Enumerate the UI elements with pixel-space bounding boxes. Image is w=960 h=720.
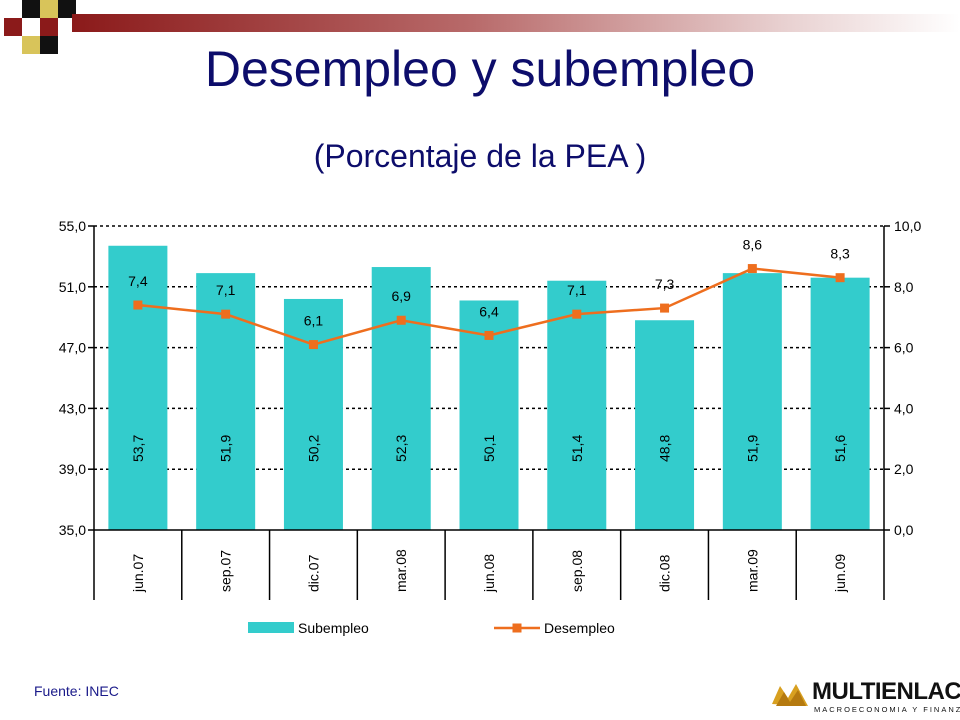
bar-subempleo <box>810 277 870 530</box>
line-point-desempleo <box>133 300 143 310</box>
line-point-desempleo <box>221 309 231 319</box>
y-right-tick-label: 6,0 <box>894 340 914 356</box>
bar-value-label: 51,4 <box>569 435 585 462</box>
y-left-tick-label: 43,0 <box>59 400 86 416</box>
square-black <box>40 36 58 54</box>
multienlace-logo: MULTIENLACE MACROECONOMIA Y FINANZAS <box>770 676 960 716</box>
bar-value-label: 50,1 <box>481 435 497 462</box>
line-value-label: 7,4 <box>128 273 148 289</box>
header-band <box>72 14 960 32</box>
bar-subempleo <box>371 267 431 530</box>
line-value-label: 7,3 <box>655 276 675 292</box>
x-tick-label: sep.08 <box>569 550 585 592</box>
line-value-label: 8,3 <box>830 246 850 262</box>
page-subtitle: (Porcentaje de la PEA ) <box>313 138 647 174</box>
square-black <box>58 0 76 18</box>
bar-value-label: 51,6 <box>832 435 848 462</box>
bar-value-label: 52,3 <box>393 435 409 462</box>
line-point-desempleo <box>396 315 406 325</box>
bar-subempleo <box>283 298 343 530</box>
y-right-tick-label: 2,0 <box>894 461 914 477</box>
bar-subempleo <box>547 280 607 530</box>
x-tick-label: mar.09 <box>744 549 760 592</box>
square-black <box>22 0 40 18</box>
y-left-tick-label: 39,0 <box>59 461 86 477</box>
y-right-tick-label: 8,0 <box>894 279 914 295</box>
line-point-desempleo <box>747 264 757 274</box>
legend-label-subempleo: Subempleo <box>298 620 369 636</box>
square-red <box>4 18 22 36</box>
line-value-label: 7,1 <box>216 282 236 298</box>
legend-swatch-desempleo-marker <box>512 623 522 633</box>
y-right-tick-label: 0,0 <box>894 522 914 538</box>
logo-text: MULTIENLACE <box>812 678 960 705</box>
line-point-desempleo <box>660 303 670 313</box>
logo-mark-icon <box>772 684 808 706</box>
y-right-tick-label: 4,0 <box>894 400 914 416</box>
bar-subempleo <box>722 273 782 530</box>
line-point-desempleo <box>308 340 318 350</box>
bar-subempleo <box>108 245 168 530</box>
x-tick-label: jun.07 <box>130 554 146 593</box>
y-right-tick-label: 10,0 <box>894 218 921 234</box>
square-gold <box>40 0 58 18</box>
line-value-label: 6,4 <box>479 303 499 319</box>
bar-value-label: 51,9 <box>218 435 234 462</box>
y-left-tick-label: 47,0 <box>59 340 86 356</box>
bar-value-label: 48,8 <box>657 435 673 462</box>
x-tick-label: jun.08 <box>481 554 497 593</box>
source-note: Fuente: INEC <box>34 683 119 699</box>
square-red <box>40 18 58 36</box>
line-value-label: 6,1 <box>304 313 324 329</box>
line-value-label: 8,6 <box>743 237 763 253</box>
legend-swatch-subempleo <box>248 622 294 633</box>
bar-value-label: 53,7 <box>130 435 146 462</box>
y-left-tick-label: 35,0 <box>59 522 86 538</box>
header-squares <box>0 0 80 60</box>
x-tick-label: dic.08 <box>657 554 673 592</box>
page-title: Desempleo y subempleo <box>204 41 756 97</box>
bar-subempleo <box>635 320 695 530</box>
x-tick-label: jun.09 <box>832 554 848 593</box>
square-gold <box>22 36 40 54</box>
x-tick-label: sep.07 <box>218 550 234 592</box>
bar-value-label: 51,9 <box>744 435 760 462</box>
square-white <box>22 18 40 36</box>
line-point-desempleo <box>835 273 845 283</box>
legend-label-desempleo: Desempleo <box>544 620 615 636</box>
bar-value-label: 50,2 <box>305 435 321 462</box>
line-value-label: 7,1 <box>567 282 587 298</box>
y-left-tick-label: 55,0 <box>59 218 86 234</box>
y-left-tick-label: 51,0 <box>59 279 86 295</box>
x-tick-label: dic.07 <box>305 554 321 592</box>
x-tick-label: mar.08 <box>393 549 409 592</box>
line-value-label: 6,9 <box>391 288 411 304</box>
line-point-desempleo <box>484 330 494 340</box>
line-point-desempleo <box>572 309 582 319</box>
logo-subtext: MACROECONOMIA Y FINANZAS <box>814 705 960 714</box>
